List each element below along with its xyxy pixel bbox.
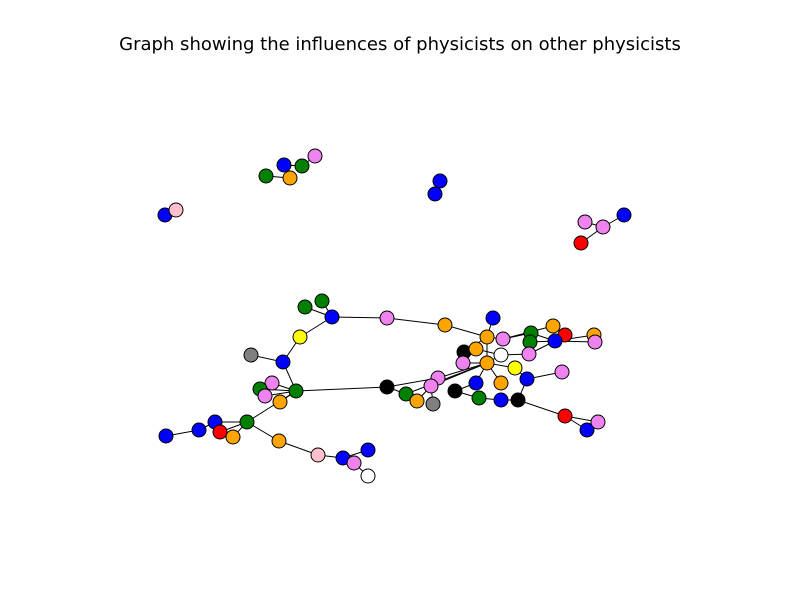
node-n71 <box>360 442 376 458</box>
node-layer <box>157 148 632 484</box>
node-n16 <box>324 309 340 325</box>
node-n48 <box>409 393 425 409</box>
node-n58 <box>257 388 273 404</box>
edge-n37-n43 <box>437 362 488 379</box>
node-n17 <box>379 310 395 326</box>
node-n44 <box>423 378 439 394</box>
node-n24 <box>495 331 511 347</box>
node-n60 <box>272 394 288 410</box>
node-n64 <box>158 428 174 444</box>
node-n40 <box>519 371 535 387</box>
node-n39 <box>554 364 570 380</box>
node-n63 <box>212 424 228 440</box>
page-title: Graph showing the influences of physicis… <box>119 34 681 55</box>
node-n5 <box>276 157 292 173</box>
node-n36 <box>455 355 471 371</box>
node-n31 <box>547 333 563 349</box>
edge-n16-n17 <box>331 316 388 319</box>
node-n41 <box>468 375 484 391</box>
node-n65 <box>225 429 241 445</box>
edge-n17-n18 <box>386 317 446 326</box>
node-n62 <box>191 422 207 438</box>
node-n19 <box>292 329 308 345</box>
node-n22 <box>485 310 501 326</box>
node-n14 <box>297 299 313 315</box>
node-n47 <box>398 386 414 402</box>
node-n35 <box>521 346 537 362</box>
edge-n52-n53 <box>517 399 566 417</box>
node-n23 <box>479 329 495 345</box>
node-n2 <box>168 202 184 218</box>
node-n42 <box>493 375 509 391</box>
edge-n59-n66 <box>246 390 297 423</box>
node-n33 <box>468 341 484 357</box>
edge-n37-n47 <box>405 362 488 395</box>
node-n15 <box>314 293 330 309</box>
node-n8 <box>432 173 448 189</box>
node-n56 <box>264 375 280 391</box>
node-n50 <box>471 390 487 406</box>
node-n54 <box>579 422 595 438</box>
node-n3 <box>258 168 274 184</box>
node-n4 <box>282 170 298 186</box>
node-n52 <box>510 392 526 408</box>
node-n67 <box>271 433 287 449</box>
node-n55 <box>590 414 606 430</box>
node-n37 <box>479 355 495 371</box>
node-n10 <box>577 214 593 230</box>
edge-n46-n59 <box>295 386 388 392</box>
node-n72 <box>360 468 376 484</box>
node-n13 <box>573 235 589 251</box>
node-n34 <box>493 347 509 363</box>
node-n29 <box>587 334 603 350</box>
node-n18 <box>437 317 453 333</box>
node-n7 <box>307 148 323 164</box>
node-n38 <box>507 360 523 376</box>
node-n9 <box>427 186 443 202</box>
edge-layer <box>164 155 625 477</box>
node-n20 <box>243 347 259 363</box>
node-n49 <box>425 396 441 412</box>
node-n70 <box>346 455 362 471</box>
node-n53 <box>557 408 573 424</box>
node-n21 <box>275 354 291 370</box>
node-n46 <box>379 379 395 395</box>
node-n12 <box>616 207 632 223</box>
node-n51 <box>493 392 509 408</box>
node-n68 <box>310 447 326 463</box>
node-n59 <box>288 383 304 399</box>
node-n45 <box>447 383 463 399</box>
node-n11 <box>595 219 611 235</box>
node-n6 <box>294 158 310 174</box>
node-n26 <box>545 318 561 334</box>
node-n66 <box>239 414 255 430</box>
